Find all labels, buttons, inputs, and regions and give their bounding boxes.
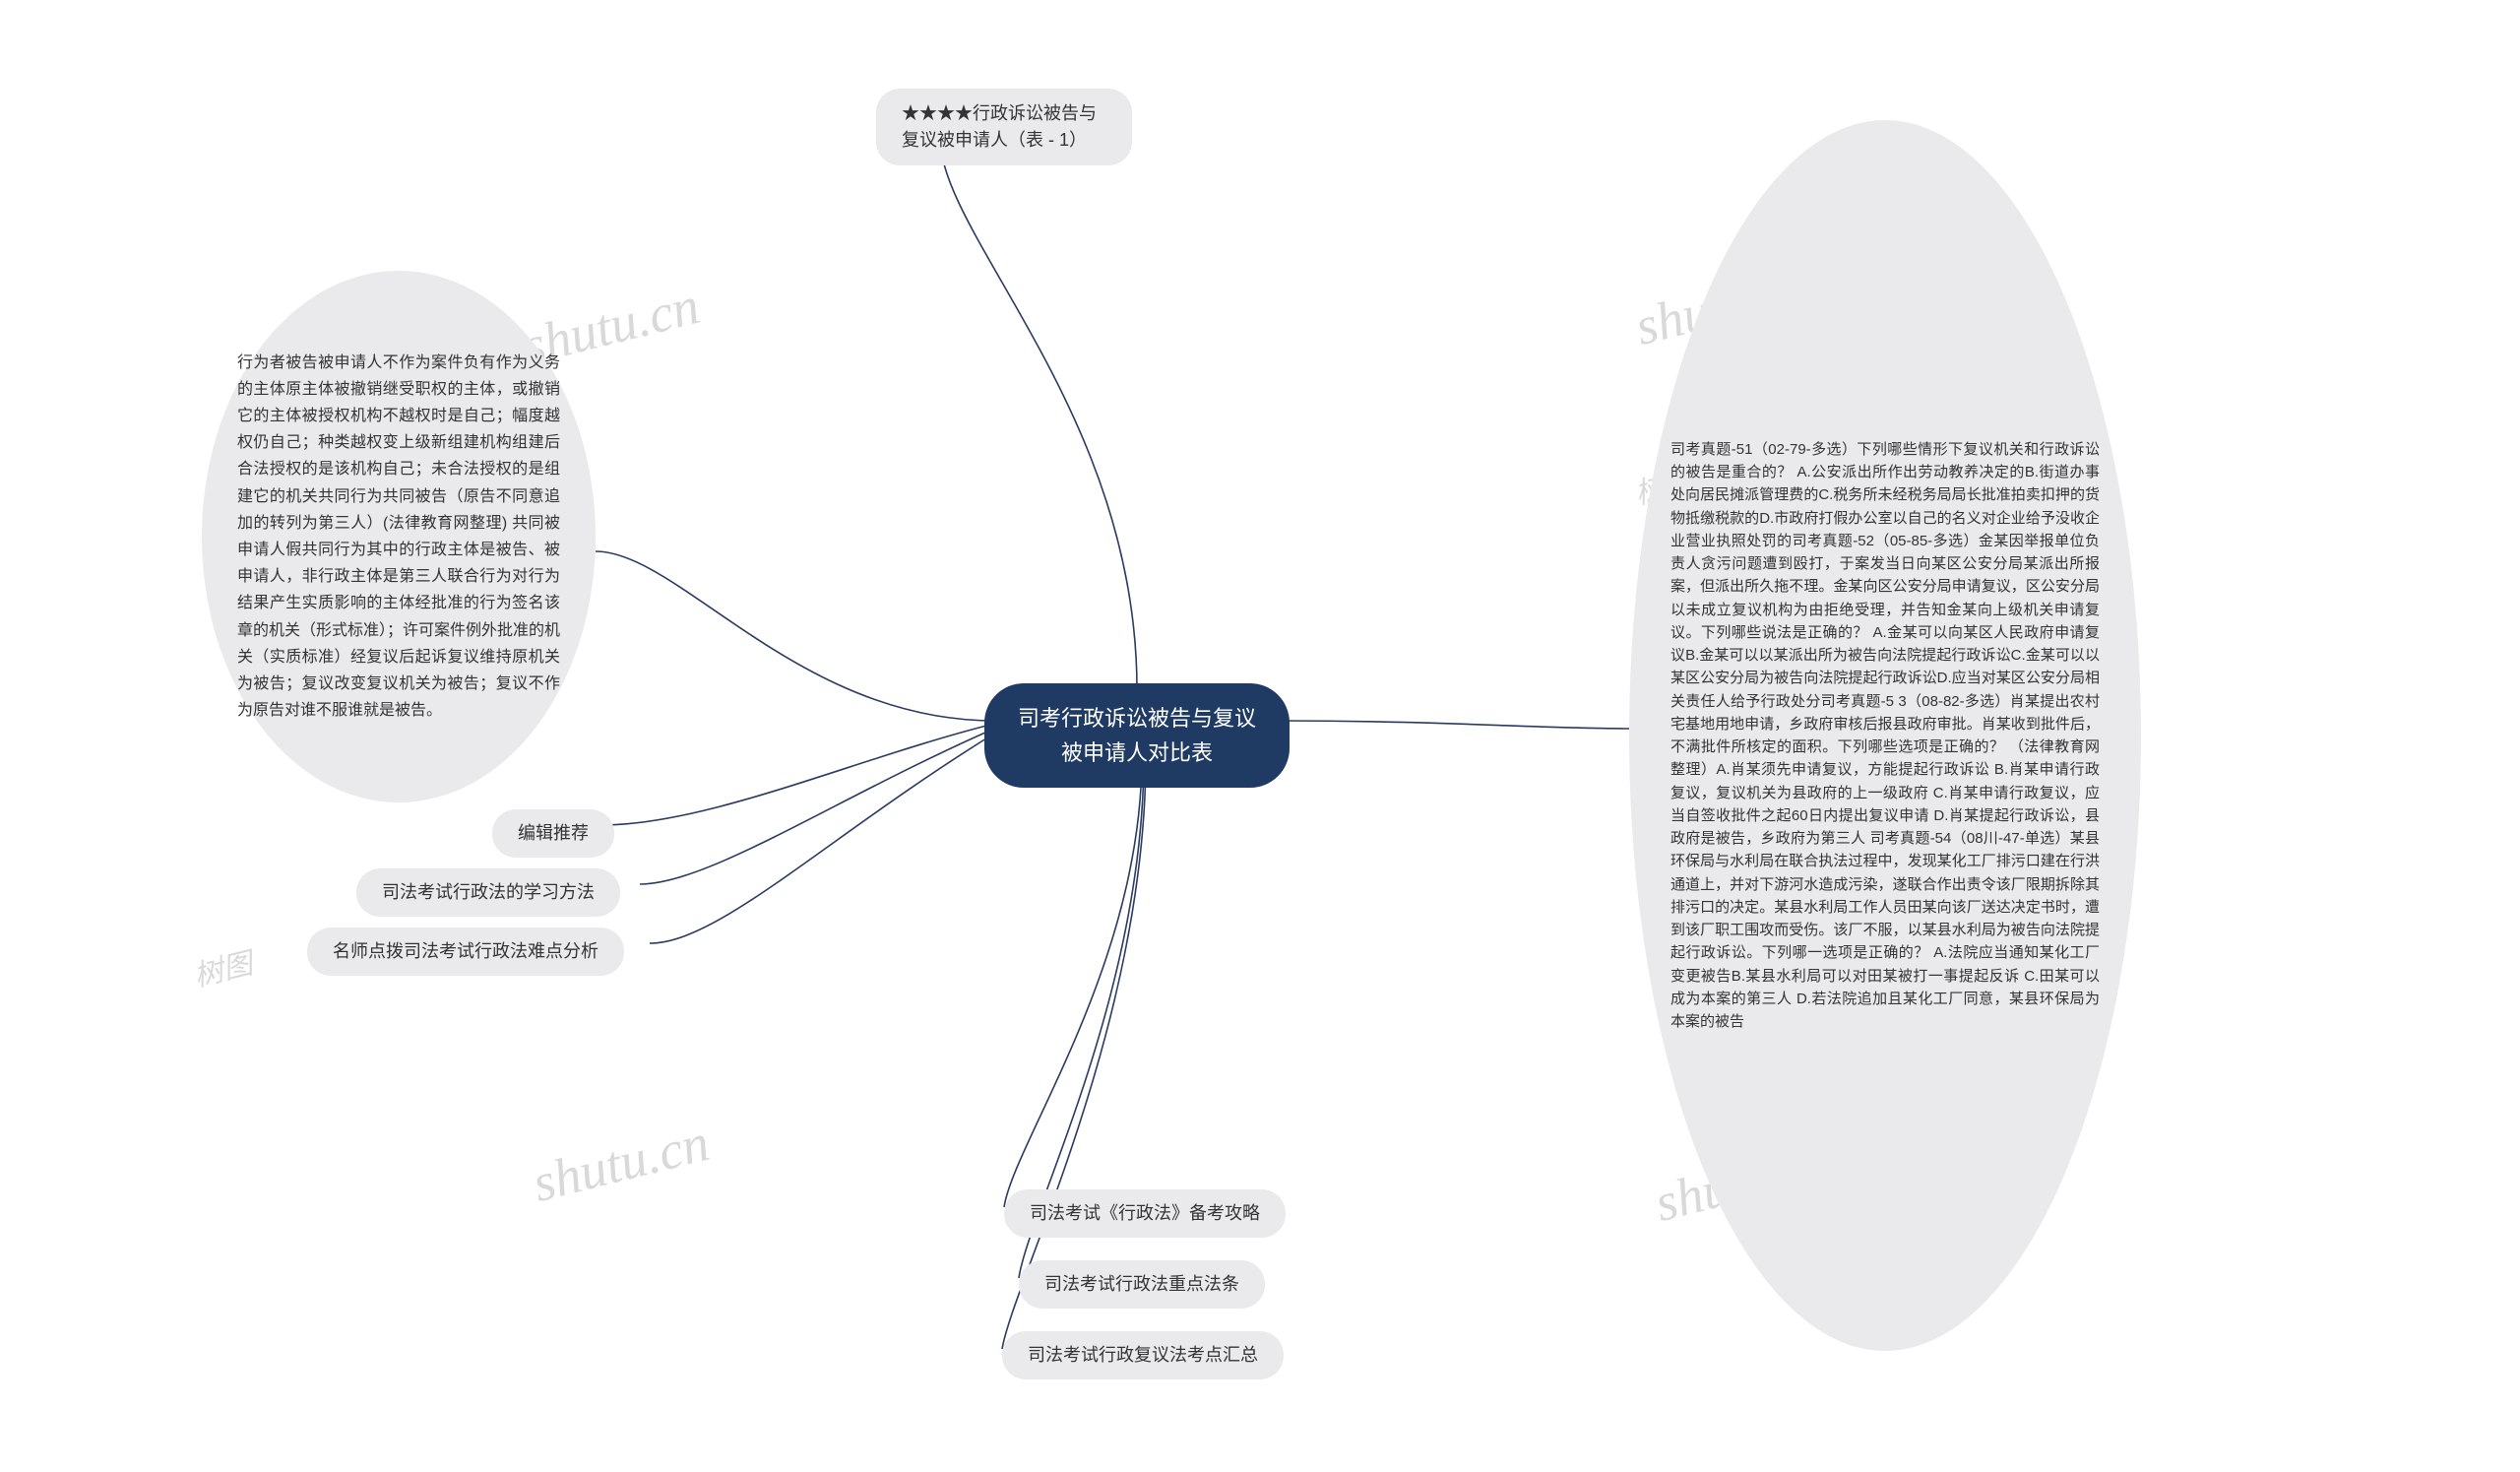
- watermark: shutu.cn: [527, 1112, 715, 1214]
- bottom-pill-1: 司法考试《行政法》备考攻略: [1004, 1189, 1286, 1238]
- bottom-pill-2: 司法考试行政法重点法条: [1019, 1260, 1265, 1309]
- left-pill-2-label: 司法考试行政法的学习方法: [382, 878, 595, 907]
- watermark-small: 树图: [189, 938, 257, 994]
- left-pill-3: 名师点拨司法考试行政法难点分析: [307, 928, 624, 976]
- left-pill-1: 编辑推荐: [492, 809, 614, 858]
- left-pill-1-label: 编辑推荐: [518, 819, 589, 848]
- right-oval-text: 司考真题-51（02-79-多选）下列哪些情形下复议机关和行政诉讼的被告是重合的…: [1670, 438, 2100, 1034]
- left-pill-2: 司法考试行政法的学习方法: [356, 868, 620, 917]
- center-node: 司考行政诉讼被告与复议被申请人对比表: [984, 683, 1290, 788]
- right-oval: 司考真题-51（02-79-多选）下列哪些情形下复议机关和行政诉讼的被告是重合的…: [1629, 120, 2141, 1351]
- left-pill-3-label: 名师点拨司法考试行政法难点分析: [333, 937, 598, 966]
- top-node-text: ★★★★行政诉讼被告与复议被申请人（表 - 1）: [902, 100, 1106, 154]
- left-oval-text: 行为者被告被申请人不作为案件负有作为义务的主体原主体被撤销继受职权的主体，或撤销…: [237, 350, 560, 725]
- bottom-pill-2-label: 司法考试行政法重点法条: [1044, 1270, 1239, 1299]
- center-node-title: 司考行政诉讼被告与复议被申请人对比表: [1018, 701, 1256, 770]
- bottom-pill-3-label: 司法考试行政复议法考点汇总: [1028, 1341, 1258, 1370]
- top-node: ★★★★行政诉讼被告与复议被申请人（表 - 1）: [876, 89, 1132, 165]
- bottom-pill-1-label: 司法考试《行政法》备考攻略: [1030, 1199, 1260, 1228]
- left-oval: 行为者被告被申请人不作为案件负有作为义务的主体原主体被撤销继受职权的主体，或撤销…: [202, 271, 596, 802]
- bottom-pill-3: 司法考试行政复议法考点汇总: [1002, 1331, 1284, 1379]
